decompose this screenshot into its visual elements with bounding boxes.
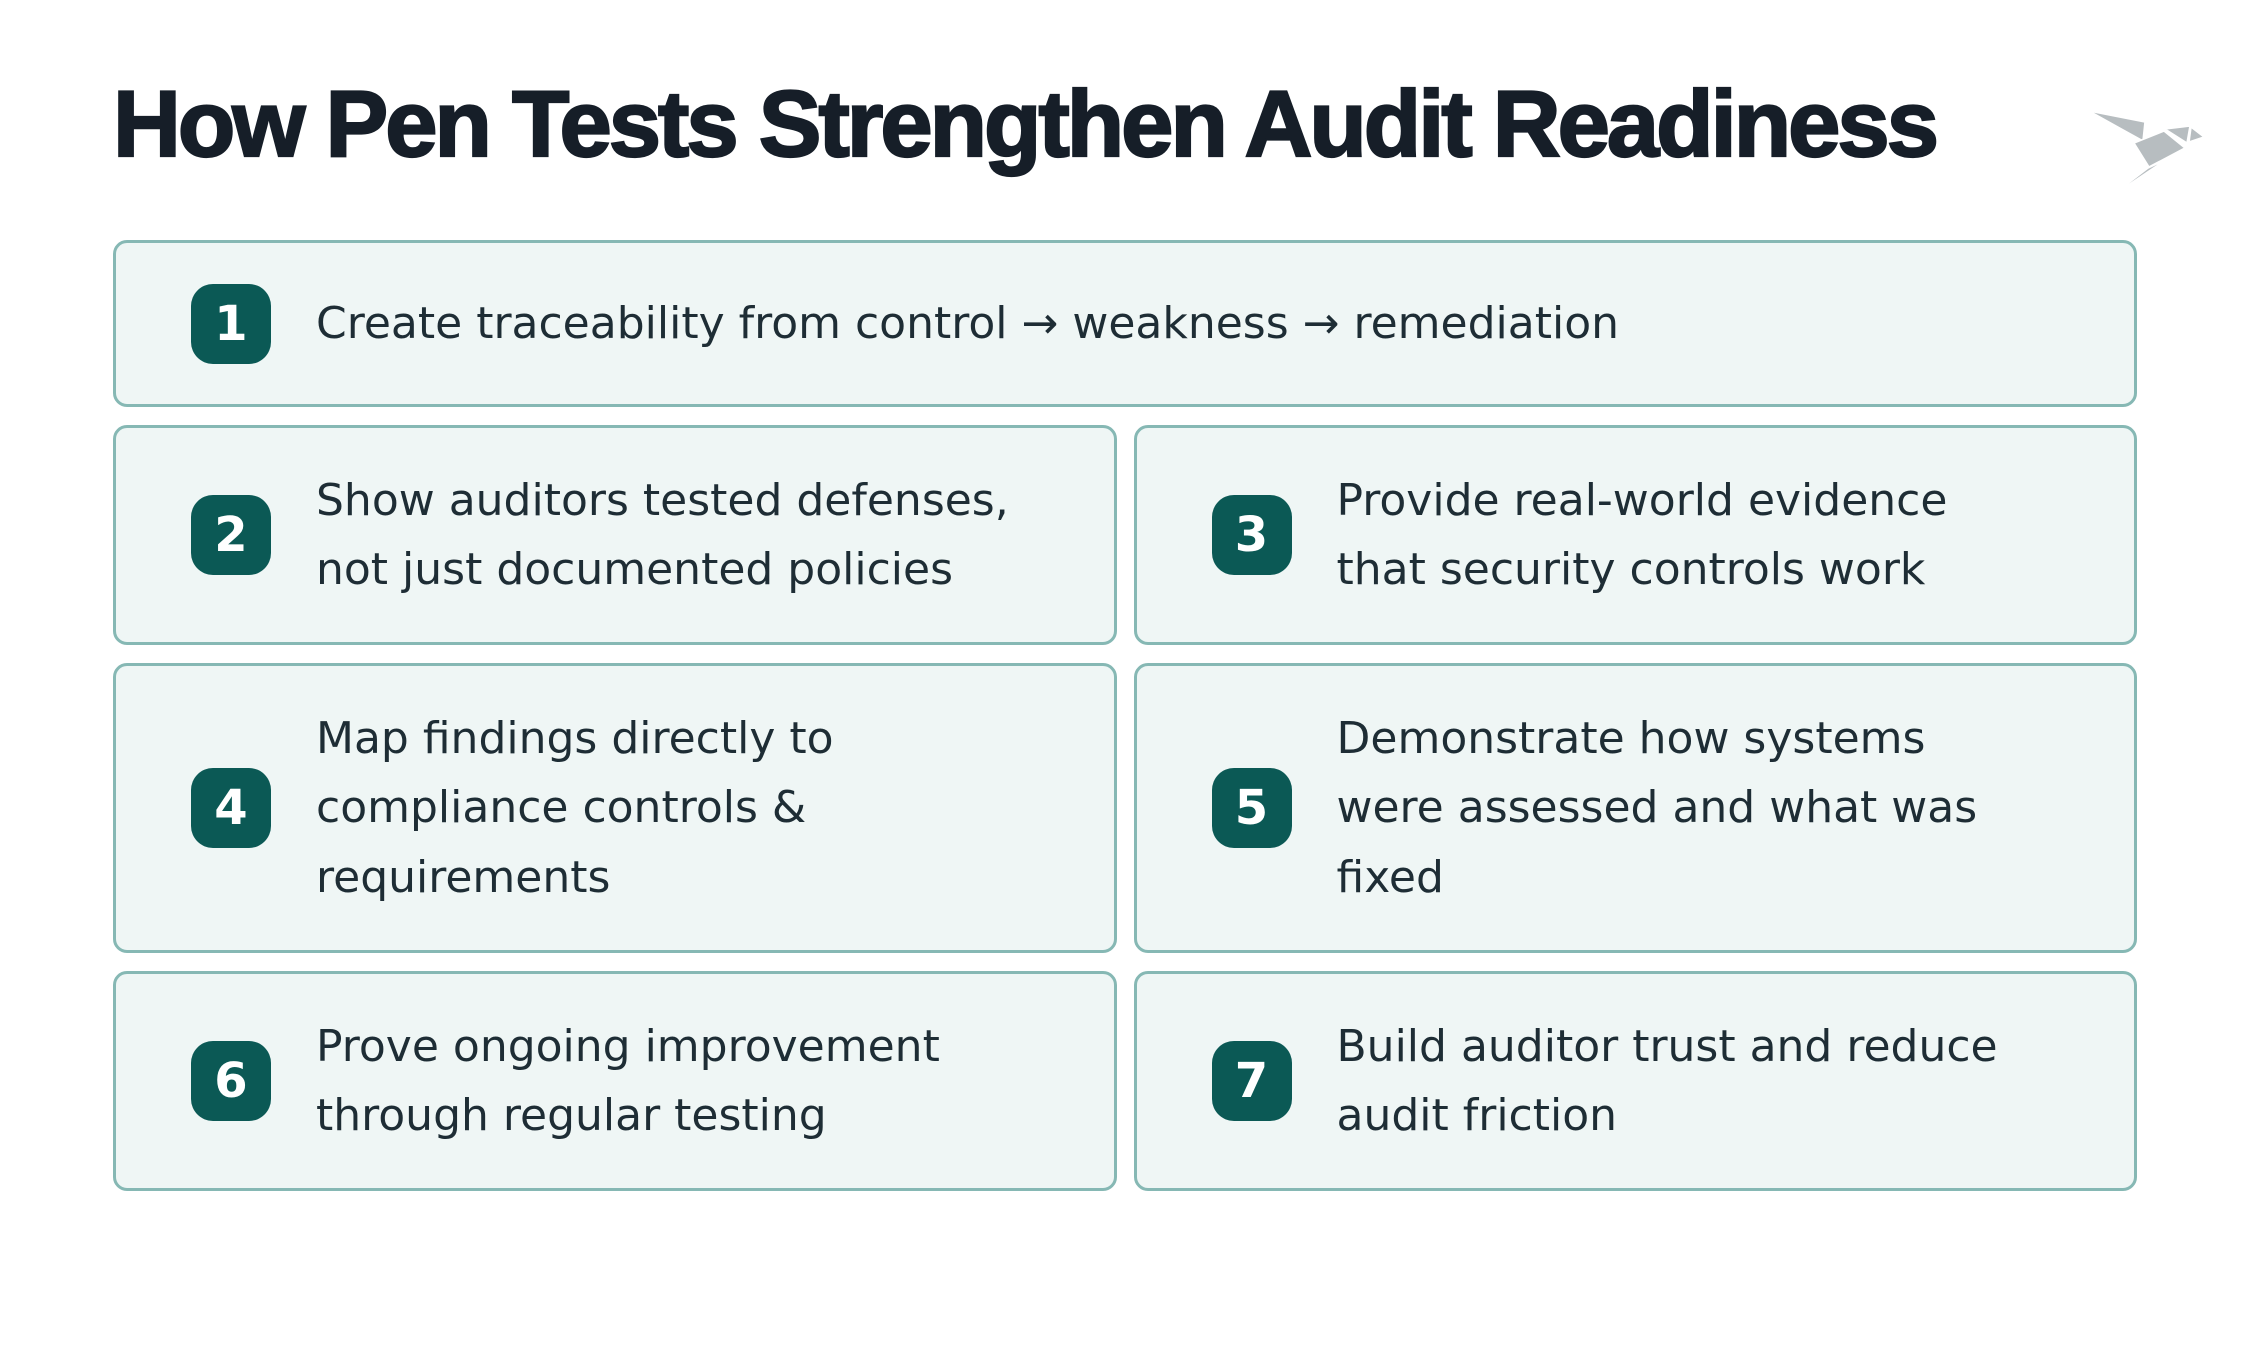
benefit-text: Create traceability from control → weakn… — [316, 297, 1620, 349]
benefit-text: Build auditor trust and reduce audit fri… — [1336, 1020, 1998, 1142]
step-number-badge: 1 — [191, 283, 271, 364]
benefit-card-4: 4 Map findings directly to compliance co… — [113, 663, 1117, 954]
benefit-text: Show auditors tested defenses, not just … — [316, 474, 1009, 596]
benefit-card-3: 3 Provide real-world evidence that secur… — [1133, 425, 2137, 646]
benefit-text: Provide real-world evidence that securit… — [1336, 474, 1948, 596]
step-number-badge: 5 — [1211, 768, 1292, 849]
benefits-board: 1 Create traceability from control → wea… — [113, 240, 2137, 1192]
benefit-text: Map findings directly to compliance cont… — [316, 712, 834, 903]
benefit-text: Prove ongoing improvement through regula… — [316, 1020, 940, 1142]
benefit-card-7: 7 Build auditor trust and reduce audit f… — [1133, 971, 2137, 1192]
benefit-card-6: 6 Prove ongoing improvement through regu… — [113, 971, 1117, 1192]
benefit-card-5: 5 Demonstrate how systems were assessed … — [1133, 663, 2137, 954]
page-title: How Pen Tests Strengthen Audit Readiness — [112, 70, 1940, 177]
benefit-card-2: 2 Show auditors tested defenses, not jus… — [113, 425, 1117, 646]
step-number-badge: 3 — [1211, 495, 1292, 576]
benefit-card-1: 1 Create traceability from control → wea… — [113, 240, 2137, 408]
step-number-badge: 2 — [191, 495, 271, 576]
step-number-badge: 4 — [191, 768, 271, 849]
infographic-page: How Pen Tests Strengthen Audit Readiness… — [0, 70, 2250, 1362]
origami-bird-logo-icon — [2088, 110, 2205, 199]
step-number-badge: 6 — [191, 1041, 271, 1122]
step-number-badge: 7 — [1211, 1041, 1292, 1122]
benefit-text: Demonstrate how systems were assessed an… — [1336, 712, 1978, 903]
